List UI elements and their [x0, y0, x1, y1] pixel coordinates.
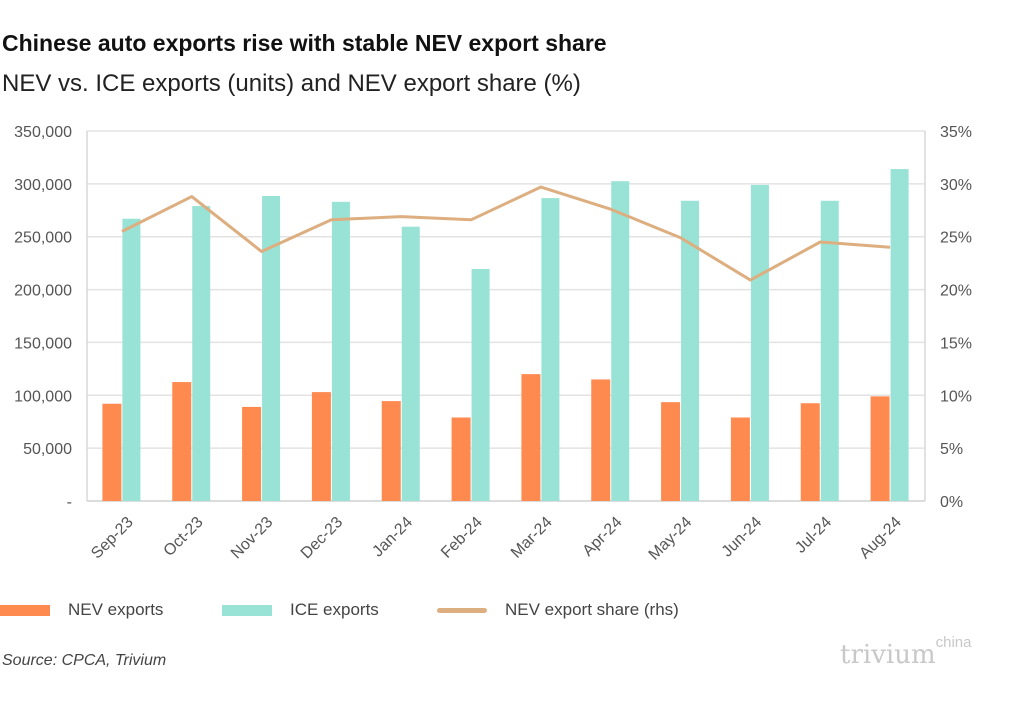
bar-ice-Dec-23	[331, 201, 350, 502]
y-right-tick-label: 35%	[940, 124, 972, 141]
y-left-tick-label: 150,000	[14, 335, 72, 352]
x-tick-label: May-24	[646, 514, 696, 564]
bar-nev-Feb-24	[451, 417, 471, 501]
legend-item-share: NEV export share (rhs)	[437, 600, 679, 620]
bar-nev-May-24	[661, 402, 681, 501]
bar-ice-Aug-24	[890, 169, 909, 502]
y-right-tick-label: 20%	[940, 283, 972, 300]
x-tick-label: Jun-24	[719, 514, 766, 561]
y-right-tick-label: 25%	[940, 230, 972, 247]
y-right-tick-label: 30%	[940, 177, 972, 194]
bar-nev-Nov-23	[242, 406, 262, 501]
y-right-tick-label: 10%	[940, 388, 972, 405]
bar-ice-Sep-23	[122, 218, 141, 501]
y-left-tick-label: 350,000	[14, 124, 72, 141]
x-tick-label: Nov-23	[228, 514, 277, 563]
bar-ice-Mar-24	[541, 198, 560, 501]
x-tick-label: Jul-24	[792, 514, 835, 557]
legend-swatch-nev	[0, 604, 50, 616]
legend-label: NEV export share (rhs)	[505, 600, 679, 619]
x-tick-label: Mar-24	[508, 514, 556, 562]
bar-nev-Mar-24	[521, 374, 541, 501]
bar-ice-Feb-24	[471, 268, 490, 501]
source-note: Source: CPCA, Trivium	[2, 652, 167, 669]
chart-subtitle: NEV vs. ICE exports (units) and NEV expo…	[2, 70, 581, 97]
bar-ice-Oct-23	[192, 206, 211, 502]
bar-nev-Oct-23	[172, 382, 192, 501]
bar-ice-Jun-24	[750, 184, 769, 501]
bar-ice-Nov-23	[262, 196, 281, 501]
bar-ice-Apr-24	[611, 181, 630, 501]
legend-label: ICE exports	[290, 600, 379, 619]
bar-nev-Apr-24	[591, 379, 611, 501]
x-tick-label: Dec-23	[298, 514, 347, 563]
line-nev-share	[121, 185, 891, 282]
bar-ice-May-24	[681, 200, 700, 501]
bar-ice-Jul-24	[820, 200, 839, 501]
legend-swatch-share	[437, 607, 487, 613]
y-left-tick-label: 50,000	[23, 441, 72, 458]
y-left-tick-label: 300,000	[14, 177, 72, 194]
y-left-tick-label: 250,000	[14, 230, 72, 247]
x-tick-label: Aug-24	[856, 514, 905, 563]
legend-item-ice: ICE exports	[222, 600, 379, 620]
bar-nev-Jun-24	[730, 417, 750, 501]
bar-nev-Sep-23	[102, 403, 122, 501]
bar-ice-Jan-24	[401, 226, 420, 501]
y-left-tick-label: 200,000	[14, 283, 72, 300]
x-tick-label: Feb-24	[438, 514, 486, 562]
legend-item-nev: NEV exports	[0, 600, 163, 620]
bar-nev-Jul-24	[800, 403, 820, 501]
chart-title: Chinese auto exports rise with stable NE…	[2, 30, 607, 56]
bar-nev-Jan-24	[381, 401, 401, 501]
legend-label: NEV exports	[68, 600, 164, 619]
x-tick-label: Oct-23	[161, 514, 207, 560]
x-tick-label: Sep-23	[88, 514, 137, 563]
bar-nev-Aug-24	[870, 396, 890, 501]
chart: - 0% 50,000 5% 100,000 10% 150,000 15% 200,000 20…	[14, 124, 972, 564]
x-tick-label: Apr-24	[580, 514, 626, 560]
y-right-tick-label: 15%	[940, 335, 972, 352]
legend-swatch-ice	[222, 604, 272, 616]
trivium-logo: triviumchina	[840, 634, 972, 670]
x-tick-label: Jan-24	[369, 514, 416, 561]
y-left-tick-label: -	[67, 494, 72, 511]
y-right-tick-label: 0%	[940, 494, 963, 511]
y-left-tick-label: 100,000	[14, 388, 72, 405]
y-right-tick-label: 5%	[940, 441, 963, 458]
bar-nev-Dec-23	[311, 392, 331, 501]
